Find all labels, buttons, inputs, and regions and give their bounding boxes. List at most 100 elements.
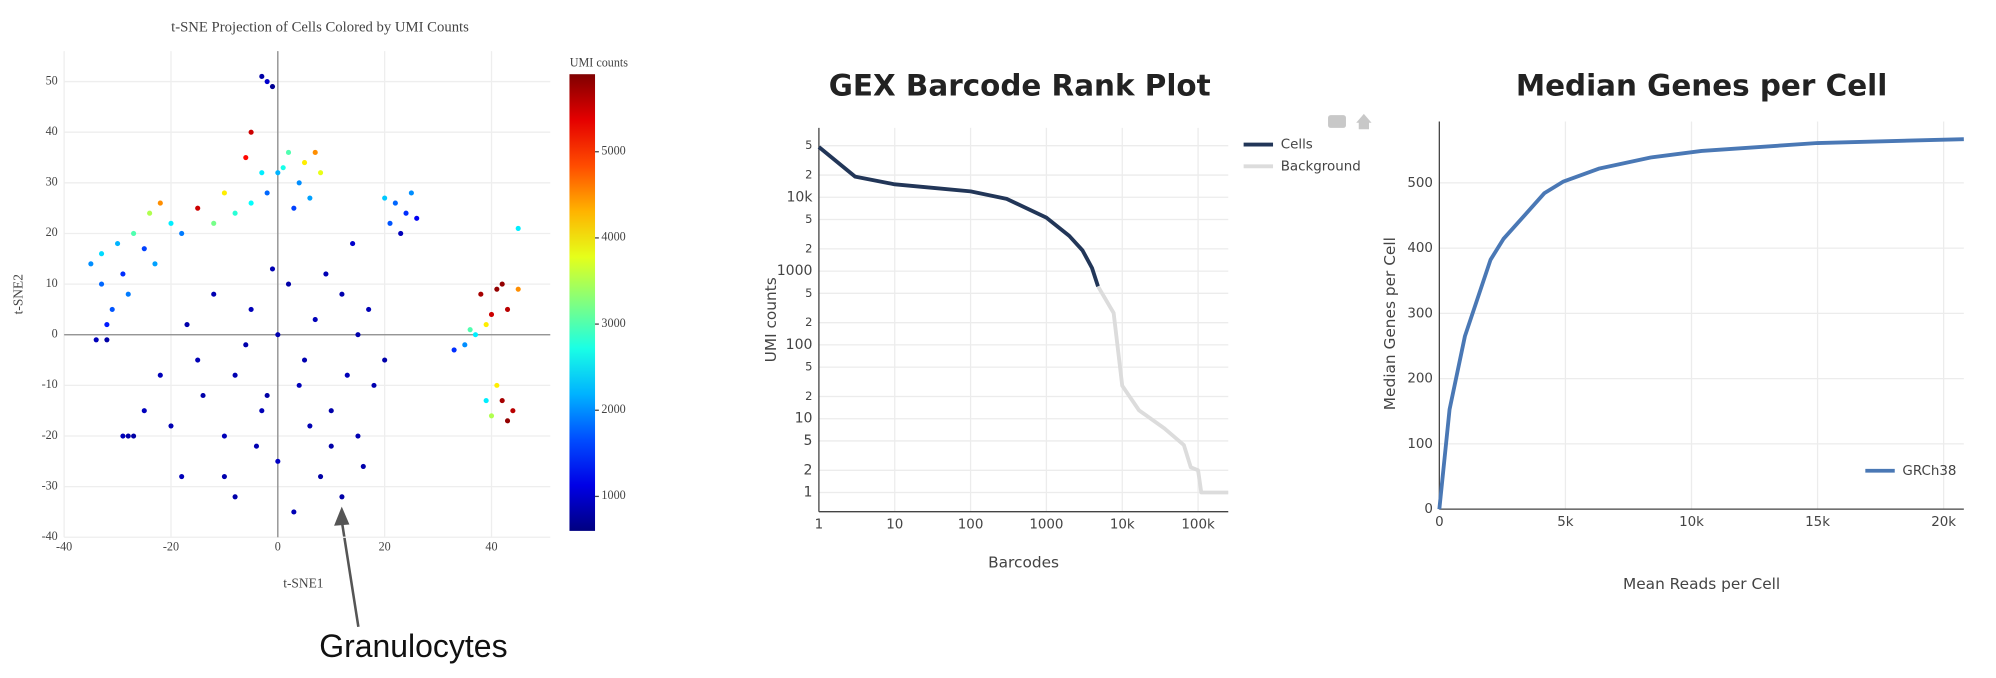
x-tick-label: 10k [1110, 517, 1135, 532]
cell-point [104, 322, 110, 328]
tsne-chart: t-SNE Projection of Cells Colored by UMI… [10, 20, 628, 665]
barcode-rank-chart: GEX Barcode Rank Plot Barcodes UMI count… [762, 68, 1372, 571]
cell-point [232, 372, 238, 378]
cell-point [125, 433, 131, 439]
y-tick-label: -20 [42, 428, 58, 442]
y-tick-label: 40 [46, 124, 58, 138]
cell-point [483, 322, 489, 328]
cell-point [478, 291, 484, 297]
cell-point [398, 230, 404, 237]
colorbar-tick-label: 4000 [601, 230, 625, 244]
cell-point [462, 342, 468, 348]
y-tick-label: 5 [805, 286, 812, 300]
y-tick-label: 400 [1407, 241, 1433, 256]
colorbar [569, 74, 596, 531]
cell-point [504, 418, 511, 424]
chart-title: Median Genes per Cell [1516, 68, 1887, 102]
annotation: Granulocytes [319, 628, 507, 664]
cell-point [510, 408, 516, 414]
series-line [1096, 285, 1229, 495]
y-tick-label: -30 [42, 478, 58, 492]
cell-point [285, 149, 292, 156]
y-tick-label: -10 [42, 377, 58, 391]
colorbar-tick-label: 5000 [601, 144, 625, 158]
cell-point [125, 291, 131, 297]
x-tick-label: 40 [485, 539, 497, 553]
median-genes-chart: Median Genes per Cell Mean Reads per Cel… [1381, 68, 1964, 593]
cell-point [221, 433, 227, 439]
cell-point [499, 281, 505, 287]
cell-point [141, 408, 147, 414]
cell-point [179, 230, 185, 237]
cell-point [344, 372, 350, 378]
y-tick-label: 10 [46, 276, 58, 290]
x-axis-label: t-SNE1 [283, 576, 323, 591]
series-line [1437, 137, 1964, 510]
x-tick-label: 0 [1435, 515, 1444, 530]
y-tick-label: 5 [805, 360, 812, 374]
cell-point [168, 423, 174, 429]
y-tick-label: 100 [786, 337, 813, 353]
cell-point [339, 494, 345, 500]
x-tick-label: 15k [1805, 515, 1830, 530]
cell-point [88, 261, 94, 267]
y-axis-label: UMI counts [762, 277, 780, 362]
cell-point [157, 372, 163, 378]
cell-point [408, 190, 414, 196]
cell-point [488, 311, 495, 318]
x-axis-label: Mean Reads per Cell [1623, 575, 1780, 593]
cell-point [275, 170, 281, 176]
cell-point [104, 337, 110, 343]
cell-point [392, 200, 398, 206]
cell-point [157, 200, 163, 206]
cell-point [414, 215, 420, 221]
y-tick-label: 200 [1407, 372, 1433, 387]
y-tick-label: 10k [786, 189, 813, 205]
legend-label: Background [1281, 159, 1361, 174]
cell-point [360, 463, 366, 469]
home-icon[interactable] [1356, 113, 1372, 130]
cell-point [371, 382, 377, 388]
cell-point [147, 210, 153, 216]
x-tick-label: -40 [56, 539, 72, 553]
cell-point [248, 200, 254, 206]
x-tick-label: 20k [1931, 515, 1956, 530]
cell-point [403, 210, 409, 216]
cell-point [318, 473, 324, 480]
x-tick-label: 10 [886, 517, 903, 532]
legend-label: Cells [1281, 138, 1313, 153]
cell-point [120, 271, 126, 277]
cell-point [195, 357, 201, 363]
cell-point [291, 205, 297, 211]
cell-point [355, 433, 361, 439]
x-axis-label: Barcodes [988, 553, 1059, 571]
x-tick-label: 100 [958, 517, 984, 532]
y-tick-label: 2 [805, 389, 812, 403]
cell-point [253, 443, 260, 449]
cell-point [494, 382, 500, 388]
y-tick-label: 2 [805, 168, 812, 182]
cell-point [98, 281, 105, 287]
cell-point [328, 408, 334, 414]
y-tick-label: -40 [42, 529, 58, 543]
y-tick-label: 2 [805, 315, 812, 329]
x-tick-label: 1000 [1029, 517, 1063, 532]
cell-point [221, 473, 227, 480]
cell-point [504, 306, 511, 312]
cell-point [382, 357, 388, 363]
cell-point [318, 170, 324, 176]
legend-label: GRCh38 [1902, 464, 1956, 479]
cell-point [120, 433, 126, 439]
colorbar-tick-label: 2000 [601, 402, 625, 416]
cell-point [221, 190, 227, 196]
cell-point [141, 246, 147, 252]
cell-point [382, 195, 388, 201]
cell-point [499, 398, 505, 404]
cell-point [264, 78, 270, 85]
y-tick-label: 300 [1407, 306, 1433, 321]
x-tick-label: 1 [815, 517, 824, 532]
camera-icon[interactable] [1328, 115, 1346, 128]
y-tick-label: 5 [805, 212, 812, 226]
chart-title: t-SNE Projection of Cells Colored by UMI… [171, 20, 469, 36]
